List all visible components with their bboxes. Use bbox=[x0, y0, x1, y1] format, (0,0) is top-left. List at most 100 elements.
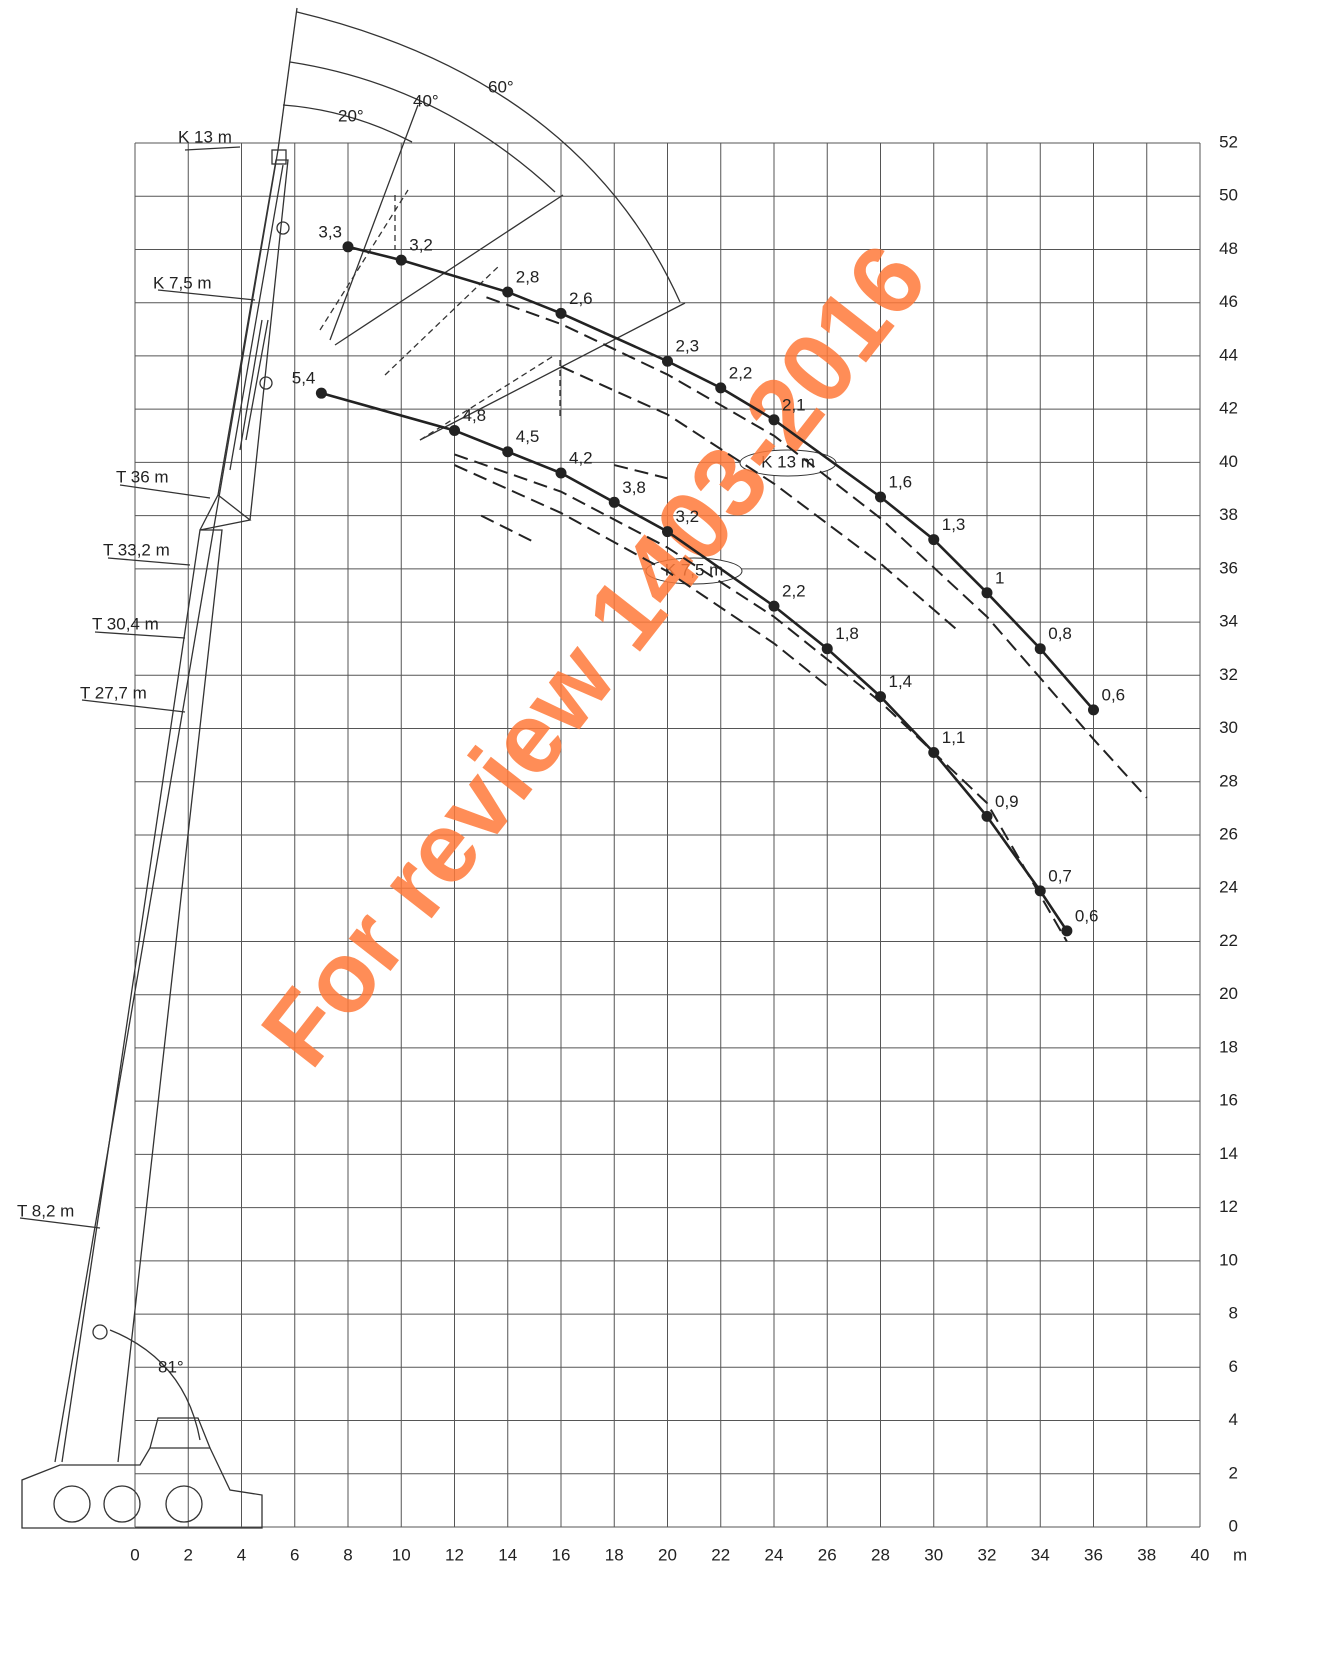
jib-lattice bbox=[229, 164, 284, 471]
hook bbox=[276, 221, 290, 235]
pivot bbox=[92, 1324, 108, 1340]
y-tick-label: 26 bbox=[1219, 824, 1238, 843]
x-tick-label: 34 bbox=[1031, 1545, 1050, 1564]
leader bbox=[19, 146, 256, 1229]
y-tick-label: 2 bbox=[1229, 1463, 1238, 1482]
y-tick-label: 24 bbox=[1219, 878, 1238, 897]
grid bbox=[134, 142, 1201, 1528]
load-label: 3,3 bbox=[318, 222, 342, 241]
y-tick-label: 8 bbox=[1229, 1304, 1238, 1323]
dashed-curve bbox=[486, 296, 1148, 799]
y-tick-label: 36 bbox=[1219, 558, 1238, 577]
x-tick-label: 12 bbox=[445, 1545, 464, 1564]
curve-label: K 13 m bbox=[761, 452, 815, 471]
annotation: K 13 m bbox=[178, 127, 232, 146]
y-tick-label: 20 bbox=[1219, 984, 1238, 1003]
y-tick-label: 32 bbox=[1219, 665, 1238, 684]
y-tick-label: 28 bbox=[1219, 771, 1238, 790]
load-label: 1,1 bbox=[942, 728, 966, 747]
watermark: For review 1403-2016 bbox=[240, 224, 948, 1086]
x-tick-label: 38 bbox=[1137, 1545, 1156, 1564]
load-label: 1,3 bbox=[942, 515, 966, 534]
annotation: T 36 m bbox=[116, 467, 169, 486]
y-tick-label: 16 bbox=[1219, 1091, 1238, 1110]
angle-arc bbox=[109, 1329, 201, 1441]
x-tick-label: 14 bbox=[498, 1545, 517, 1564]
x-tick-label: 28 bbox=[871, 1545, 890, 1564]
annotation: 40° bbox=[413, 91, 439, 110]
load-point bbox=[395, 254, 407, 266]
x-tick-label: 18 bbox=[605, 1545, 624, 1564]
truck-body bbox=[21, 1447, 263, 1529]
wheel bbox=[165, 1485, 203, 1523]
annotation: T 33,2 m bbox=[103, 540, 170, 559]
x-tick-label: 24 bbox=[765, 1545, 784, 1564]
x-tick-label: 36 bbox=[1084, 1545, 1103, 1564]
load-label: 2,1 bbox=[782, 395, 806, 414]
curve-label-oval bbox=[645, 557, 743, 585]
wheel bbox=[103, 1485, 141, 1523]
x-axis-label: m bbox=[1233, 1545, 1247, 1564]
y-tick-label: 4 bbox=[1229, 1410, 1238, 1429]
load-label: 4,2 bbox=[569, 449, 593, 468]
jib bbox=[217, 159, 289, 521]
x-tick-label: 26 bbox=[818, 1545, 837, 1564]
load-point bbox=[555, 467, 567, 479]
load-curve bbox=[347, 245, 1095, 711]
jib-offset bbox=[329, 104, 686, 441]
crane bbox=[19, 7, 686, 1529]
x-tick-label: 30 bbox=[924, 1545, 943, 1564]
load-label: 0,6 bbox=[1102, 685, 1126, 704]
y-tick-label: 10 bbox=[1219, 1250, 1238, 1269]
load-point bbox=[608, 496, 620, 508]
load-label: 4,5 bbox=[516, 427, 540, 446]
load-label: 2,3 bbox=[676, 337, 700, 356]
load-label: 2,6 bbox=[569, 289, 593, 308]
load-label: 1,4 bbox=[889, 672, 913, 691]
x-tick-label: 6 bbox=[290, 1545, 299, 1564]
load-label: 3,8 bbox=[622, 478, 646, 497]
y-tick-label: 40 bbox=[1219, 452, 1238, 471]
y-tick-label: 38 bbox=[1219, 505, 1238, 524]
load-point bbox=[1034, 643, 1046, 655]
wheel bbox=[53, 1485, 91, 1523]
y-tick-label: 30 bbox=[1219, 718, 1238, 737]
annotation: T 30,4 m bbox=[92, 614, 159, 633]
load-point bbox=[981, 587, 993, 599]
load-label: 1,8 bbox=[835, 624, 859, 643]
load-point bbox=[928, 534, 940, 546]
y-tick-label: 52 bbox=[1219, 132, 1238, 151]
annotation: T 27,7 m bbox=[80, 683, 147, 702]
load-label: 1 bbox=[995, 568, 1004, 587]
load-point bbox=[981, 810, 993, 822]
y-tick-label: 34 bbox=[1219, 612, 1238, 631]
x-tick-label: 4 bbox=[237, 1545, 246, 1564]
y-tick-label: 14 bbox=[1219, 1144, 1238, 1163]
x-tick-label: 22 bbox=[711, 1545, 730, 1564]
annotation: 60° bbox=[488, 77, 514, 96]
load-point bbox=[1088, 704, 1099, 716]
load-label: 0,6 bbox=[1075, 906, 1099, 925]
vertical-ref bbox=[277, 7, 298, 151]
load-point bbox=[502, 286, 514, 298]
annotation: 81° bbox=[158, 1357, 184, 1376]
load-point bbox=[555, 307, 567, 319]
hook bbox=[259, 376, 273, 390]
load-label: 3,2 bbox=[676, 507, 700, 526]
dashed-curve bbox=[480, 514, 535, 544]
y-tick-label: 12 bbox=[1219, 1197, 1238, 1216]
curve-label-oval bbox=[739, 449, 837, 477]
load-point bbox=[875, 691, 886, 703]
load-label: 2,8 bbox=[516, 268, 540, 287]
x-tick-label: 10 bbox=[392, 1545, 411, 1564]
load-point bbox=[502, 446, 514, 458]
dashed-curve bbox=[454, 453, 1068, 942]
load-point bbox=[449, 424, 460, 436]
load-point bbox=[875, 491, 886, 503]
x-tick-label: 32 bbox=[978, 1545, 997, 1564]
annotation: T 8,2 m bbox=[17, 1201, 74, 1220]
y-tick-label: 18 bbox=[1219, 1037, 1238, 1056]
y-tick-label: 48 bbox=[1219, 239, 1238, 258]
